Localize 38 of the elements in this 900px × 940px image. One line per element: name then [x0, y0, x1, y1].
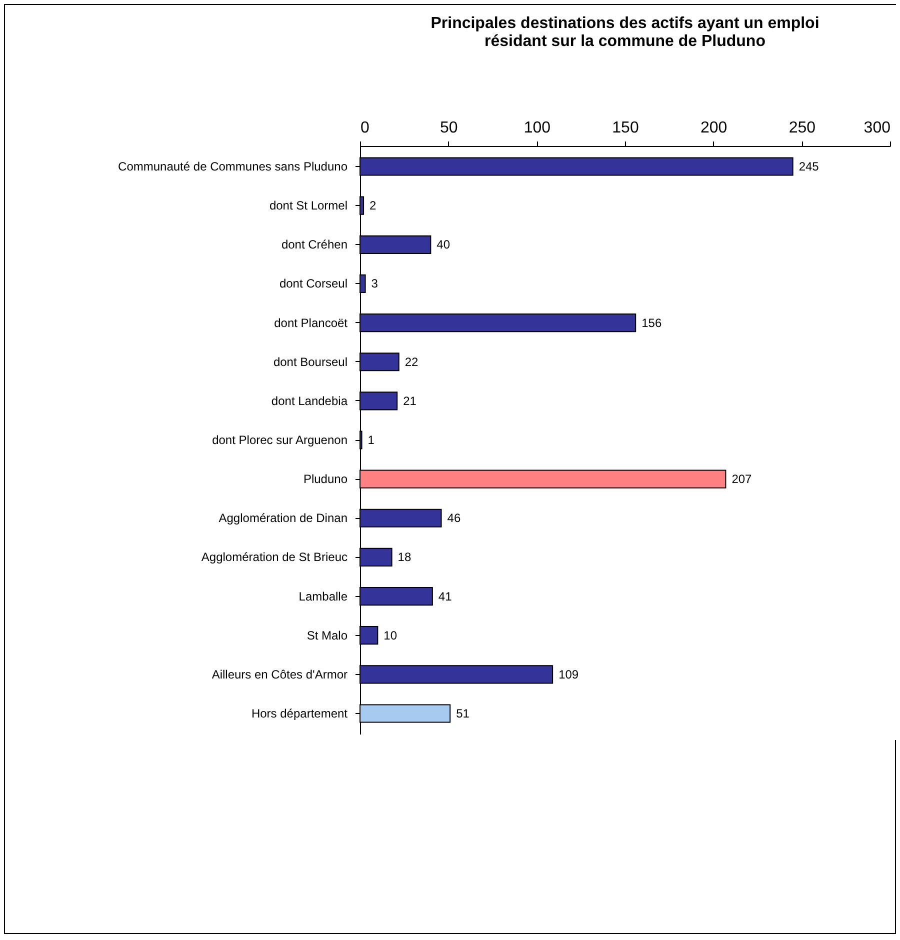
- x-tick-label: 0: [360, 120, 370, 136]
- y-tick-label: Hors département: [251, 706, 348, 720]
- y-tick-label: Pluduno: [303, 472, 348, 486]
- y-tick-label: dont St Lormel: [269, 198, 348, 213]
- y-tick-label: dont Bourseul: [273, 354, 348, 369]
- x-tick-label: 250: [788, 120, 816, 136]
- y-tick-label: dont Plancoët: [274, 316, 348, 330]
- data-label: 46: [447, 511, 461, 526]
- data-label: 2: [370, 198, 377, 213]
- y-tick-label: Ailleurs en Côtes d'Armor: [212, 667, 348, 682]
- y-tick-label: St Malo: [306, 628, 348, 642]
- y-tick-label: dont Plorec sur Arguenon: [212, 433, 348, 447]
- data-label: 109: [558, 667, 579, 682]
- x-tick-label: 100: [524, 120, 551, 136]
- x-tick-label: 200: [700, 120, 728, 136]
- data-label: 40: [436, 238, 450, 252]
- y-tick-label: dont Corseul: [279, 276, 348, 291]
- x-tick-label: 50: [440, 120, 458, 136]
- data-label: 10: [384, 628, 398, 642]
- data-label: 245: [798, 160, 820, 174]
- data-label: 207: [732, 472, 752, 486]
- data-label: 41: [438, 589, 452, 604]
- y-tick-label: Communauté de Communes sans Pluduno: [118, 160, 348, 174]
- y-tick-label: dont Landebia: [271, 394, 348, 408]
- data-label: 18: [398, 550, 412, 564]
- y-tick-label: Agglomération de St Brieuc: [201, 550, 348, 564]
- x-tick-label: 300: [864, 120, 891, 136]
- y-tick-label: Lamballe: [298, 589, 348, 604]
- chart-title: Principales destinations des actifs ayant un emploi résidant sur la commune de Pluduno: [430, 15, 820, 50]
- data-label: 22: [404, 354, 419, 369]
- y-tick-label: Agglomération de Dinan: [218, 511, 348, 526]
- x-tick-label: 150: [612, 120, 639, 136]
- data-label: 3: [371, 276, 378, 291]
- data-label: 21: [403, 394, 417, 408]
- data-label: 51: [456, 706, 470, 720]
- data-label: 156: [642, 316, 662, 330]
- y-tick-label: dont Créhen: [281, 238, 348, 252]
- data-label: 1: [368, 433, 375, 447]
